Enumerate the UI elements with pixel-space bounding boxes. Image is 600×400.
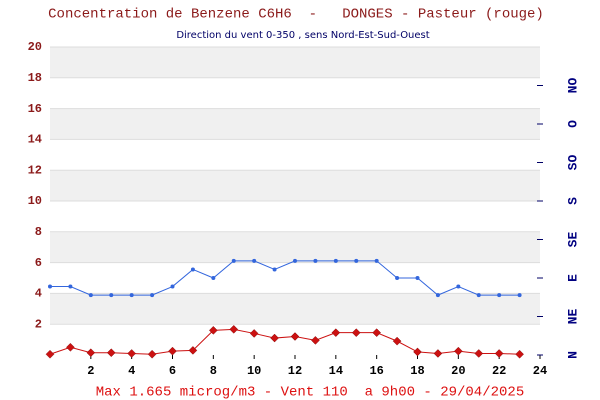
data-point [456, 284, 461, 289]
y-tick-label: 12 [28, 163, 42, 177]
background-band [50, 47, 540, 78]
x-tick-label: 10 [247, 364, 261, 378]
series-line [49, 328, 520, 355]
y-tick-label: 2 [35, 317, 42, 331]
y-tick-label: 18 [28, 71, 42, 85]
data-point [109, 293, 114, 298]
x-tick-label: 14 [329, 364, 343, 378]
data-point [229, 325, 239, 334]
data-point [208, 326, 218, 335]
data-point [311, 336, 320, 345]
y2-tick-label: NE [565, 309, 580, 325]
data-point [351, 328, 361, 338]
background-band [50, 293, 540, 325]
data-point [354, 258, 359, 263]
data-point [86, 348, 96, 358]
y2-tick-label: E [565, 274, 580, 282]
x-tick-label: 18 [410, 364, 424, 378]
data-point [68, 284, 73, 289]
y-tick-label: 6 [35, 256, 42, 270]
background-band [50, 170, 540, 201]
x-tick-label: 12 [288, 364, 302, 378]
data-point [106, 348, 116, 358]
data-point [395, 276, 400, 280]
y2-tick-label: N [565, 351, 580, 359]
data-point [415, 276, 420, 280]
chart-subtitle: Direction du vent 0-350 , sens Nord-Est-… [176, 30, 429, 41]
background-band [50, 108, 540, 140]
data-point [168, 346, 177, 356]
data-point [413, 347, 422, 357]
y2-tick-label: O [565, 120, 580, 128]
data-point [88, 293, 93, 298]
x-tick-label: 20 [451, 364, 465, 378]
data-point [190, 267, 195, 272]
y-tick-label: 16 [28, 102, 42, 116]
y-tick-label: 10 [28, 194, 42, 208]
data-point [435, 293, 440, 298]
x-tick-label: 8 [210, 364, 217, 378]
background-band [50, 231, 540, 263]
data-point [392, 336, 402, 346]
y-tick-label: 4 [35, 287, 42, 301]
data-point [333, 258, 338, 263]
series-line [50, 260, 520, 296]
x-tick-label: 4 [128, 364, 135, 378]
y-tick-label: 14 [28, 133, 42, 147]
data-point [474, 349, 484, 358]
x-tick-label: 24 [533, 364, 547, 378]
data-point [231, 258, 236, 263]
data-point [249, 329, 259, 338]
chart-title: Concentration de Benzene C6H6 - DONGES -… [48, 7, 544, 23]
x-tick-label: 22 [492, 364, 506, 378]
x-tick-label: 2 [87, 364, 94, 378]
x-tick-label: 16 [369, 364, 383, 378]
data-point [66, 342, 75, 352]
x-tick-label: 6 [169, 364, 176, 378]
y-tick-label: 20 [28, 40, 42, 54]
data-point [252, 258, 257, 263]
data-point [147, 349, 157, 359]
data-point [127, 349, 137, 358]
data-point [290, 332, 300, 341]
y2-tick-label: SO [565, 155, 580, 171]
data-point [433, 349, 443, 358]
data-point [45, 349, 55, 359]
footer-annotation: Max 1.665 microg/m3 - Vent 110 a 9h00 - … [96, 385, 524, 400]
data-point [129, 293, 134, 298]
data-point [515, 349, 524, 359]
y2-tick-label: S [565, 197, 580, 205]
data-point [372, 328, 382, 338]
data-point [272, 267, 277, 272]
data-point [188, 346, 198, 355]
data-point [313, 258, 318, 263]
data-point [150, 293, 155, 298]
data-point [494, 349, 504, 358]
data-point [48, 284, 52, 289]
data-point [331, 328, 341, 338]
y-tick-label: 8 [35, 225, 42, 239]
data-point [374, 258, 379, 263]
data-point [211, 276, 216, 280]
data-point [293, 258, 297, 263]
data-point [476, 293, 481, 298]
y2-tick-label: SE [565, 232, 580, 248]
data-point [497, 293, 502, 298]
data-point [453, 346, 463, 356]
data-point [170, 284, 175, 289]
y2-tick-label: NO [565, 78, 580, 94]
data-point [517, 293, 522, 298]
data-point [270, 333, 279, 343]
